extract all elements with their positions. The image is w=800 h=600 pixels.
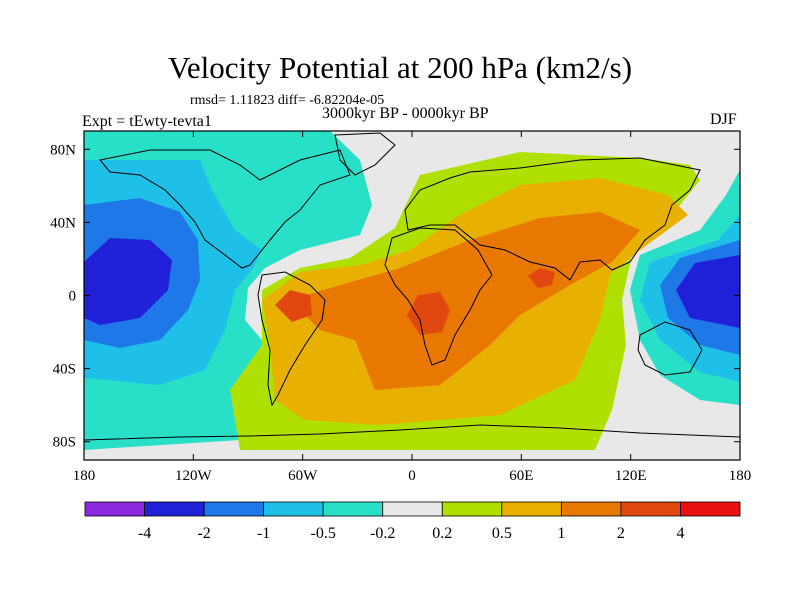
coast-africa <box>384 227 493 366</box>
colorbar-swatch <box>501 501 562 517</box>
y-tick-label: 80N <box>50 142 76 158</box>
field-neg-2 <box>84 238 172 325</box>
colorbar-label: -2 <box>197 525 210 542</box>
colorbar-swatch <box>680 501 741 517</box>
colorbar-swatch <box>84 501 145 517</box>
x-tick-label: 180 <box>729 468 752 484</box>
coast-greenland <box>334 132 396 176</box>
colorbar-swatch <box>441 501 503 517</box>
colorbar-swatch <box>620 501 681 517</box>
colorbar-label: 2 <box>617 525 625 542</box>
colorbar-label: 0.5 <box>492 525 512 542</box>
field-neg-2-east <box>676 255 740 328</box>
colorbar-label: -0.5 <box>311 525 336 542</box>
colorbar-swatch <box>263 501 324 517</box>
colorbar-swatch <box>144 501 205 517</box>
coast-south-america <box>257 271 326 407</box>
x-tick-label: 120E <box>615 468 647 484</box>
colorbar-label: -4 <box>138 525 151 542</box>
y-tick-label: 0 <box>69 289 77 305</box>
x-tick-label: 60W <box>288 468 318 484</box>
colorbar-swatch <box>382 501 443 517</box>
colorbar-swatch <box>560 501 622 517</box>
colorbar: -4 -2 -1 -0.5 -0.2 0.2 0.5 1 2 4 <box>84 501 741 542</box>
x-tick-label: 0 <box>408 468 416 484</box>
y-tick-label: 40S <box>53 362 76 378</box>
coast-north-america <box>99 149 351 269</box>
experiment-label: Expt = tEwty-tevta1 <box>82 113 212 130</box>
field-pos-1 <box>290 212 640 390</box>
coast-antarctica <box>84 424 740 441</box>
coast-australia <box>637 321 703 376</box>
field-pos-2-africa <box>407 292 450 335</box>
axis-ticks: 180 120W 60W 0 60E 120E 180 80N 40N 0 40S 80S <box>50 131 751 484</box>
y-tick-label: 80S <box>53 435 76 451</box>
colorbar-label: -1 <box>257 525 270 542</box>
velocity-potential-field <box>84 131 740 460</box>
field-pos-2-southamerica <box>275 290 312 322</box>
coastlines <box>84 132 740 441</box>
period-text: 3000kyr BP - 0000kyr BP <box>322 105 489 122</box>
colorbar-swatch <box>322 501 384 517</box>
colorbar-label: 0.2 <box>432 525 452 542</box>
colorbar-label: 4 <box>676 525 684 542</box>
colorbar-label: -0.2 <box>370 525 395 542</box>
stats-text: rmsd= 1.11823 diff= -6.82204e-05 <box>190 93 385 108</box>
x-tick-label: 180 <box>73 468 96 484</box>
y-tick-label: 40N <box>50 215 76 231</box>
colorbar-swatch <box>203 501 265 517</box>
season-label: DJF <box>710 111 737 128</box>
x-tick-label: 120W <box>175 468 213 484</box>
chart-title: Velocity Potential at 200 hPa (km2/s) <box>167 50 633 85</box>
coast-eurasia <box>404 157 701 281</box>
x-tick-label: 60E <box>509 468 533 484</box>
field-pos-2-arabia <box>528 268 555 288</box>
colorbar-label: 1 <box>557 525 565 542</box>
